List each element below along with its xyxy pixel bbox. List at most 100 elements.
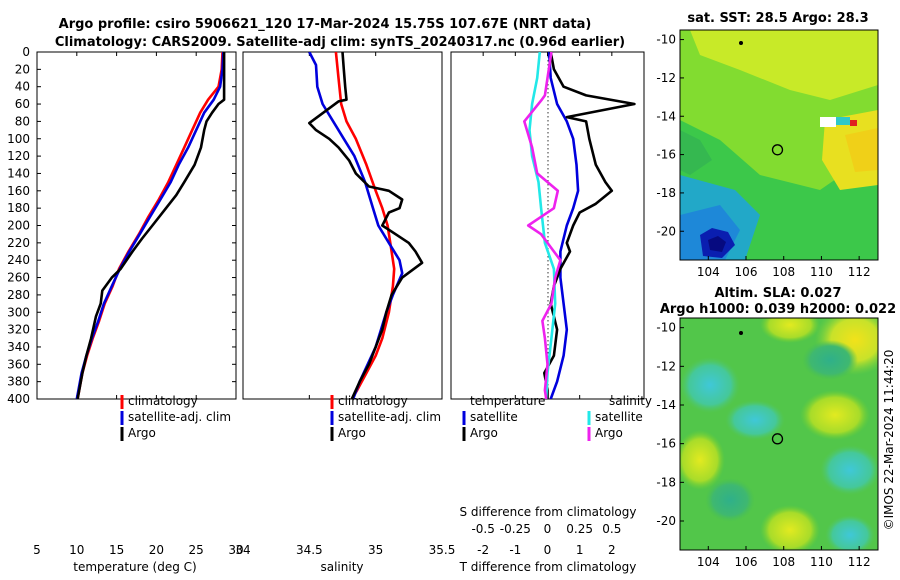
depth-tick-label: 200 [7,219,30,233]
salinity-tick-label: 34.5 [296,543,323,557]
lon-tick-label: 110 [810,265,833,279]
t-difference-tick-label: -2 [477,543,489,557]
sst-lat-axis: -10 -12 -14 -16 -18 -20 [656,33,684,238]
depth-tick-label: 280 [7,288,30,302]
salinity-tick-label: 35 [368,543,383,557]
series-line-temperature-argo [542,52,636,399]
depth-tick-label: 140 [7,166,30,180]
depth-tick-label: 60 [15,97,30,111]
temperature-tick-label: 30 [228,543,243,557]
sst-map: sat. SST: 28.5 Argo: 28.3 104 106 108 110 11… [656,11,879,279]
lon-tick-label: 106 [735,265,758,279]
sst-lon-axis: 104 106 108 110 112 [697,256,871,279]
depth-tick-label: 240 [7,253,30,267]
depth-tick-label: 40 [15,80,30,94]
lat-tick-label: -20 [656,514,676,528]
difference-series [522,52,636,399]
lat-tick-label: -14 [656,109,676,123]
t-difference-tick-label: -1 [509,543,521,557]
difference-panel: -2 -1 0 1 2 -0.5 -0.25 0 0.25 0.5 S difference f… [450,51,652,574]
series-line-salinity-argo [522,52,562,399]
depth-tick-label: 0 [22,45,30,59]
lat-tick-label: -18 [656,186,676,200]
lon-tick-label: 108 [772,265,795,279]
depth-tick-label: 220 [7,236,30,250]
legend-label-s-argo: Argo [595,426,623,440]
legend-label-satellite: satellite-adj. clim [128,410,231,424]
depth-tick-label: 400 [7,392,30,406]
legend-header-temperature: temperature [470,394,545,408]
lon-tick-label: 110 [810,555,833,569]
depth-tick-label: 180 [7,201,30,215]
salinity-legend: climatology satellite-adj. clim Argo [330,394,441,441]
sla-map-title-1: Altim. SLA: 0.027 [715,286,842,301]
difference-legend: temperature satellite Argo salinity sate… [462,394,652,441]
t-difference-tick-label: 1 [576,543,584,557]
series-line-salinity-satellite [528,52,557,399]
sla-field [680,318,878,550]
series-line-argo [76,52,226,399]
depth-tick-label: 300 [7,305,30,319]
salinity-tick-label: 35.5 [429,543,456,557]
s-difference-x-axis: -0.5 -0.25 0 0.25 0.5 [471,522,621,536]
salinity-panel: 34 34.5 35 35.5 salinity climatology satell… [235,51,455,574]
t-difference-x-axis: -2 -1 0 1 2 [477,52,616,557]
depth-tick-label: 160 [7,184,30,198]
lon-tick-label: 104 [697,555,720,569]
sst-map-title: sat. SST: 28.5 Argo: 28.3 [687,11,868,26]
legend-label-climatology: climatology [338,394,408,408]
lat-tick-label: -16 [656,437,676,451]
sst-field [680,30,878,260]
depth-tick-label: 20 [15,62,30,76]
lon-tick-label: 108 [772,555,795,569]
legend-label-argo: Argo [338,426,366,440]
lat-tick-label: -12 [656,71,676,85]
argo-location-marker [771,144,784,156]
temperature-panel: 0204060801001201401601802002202402602803… [7,45,644,574]
legend-header-salinity: salinity [609,394,652,408]
temperature-xlabel: temperature (deg C) [73,560,196,574]
series-line-argo [307,52,424,399]
legend-label-t-argo: Argo [470,426,498,440]
legend-label-t-satellite: satellite [470,410,518,424]
lat-tick-label: -16 [656,148,676,162]
temperature-tick-label: 20 [149,543,164,557]
difference-axes-frame [450,51,645,400]
title-line-1: Argo profile: csiro 5906621_120 17-Mar-2… [59,17,592,32]
sla-lon-axis: 104 106 108 110 112 [697,546,871,569]
title-line-2: Climatology: CARS2009. Satellite-adj cli… [55,35,625,50]
temperature-x-axis: 5 10 15 20 25 30 [33,52,244,557]
salinity-tick-label: 34 [235,543,250,557]
lat-tick-label: -14 [656,398,676,412]
sst-map-frame [679,29,879,261]
temperature-legend: climatology satellite-adj. clim Argo [120,394,231,441]
lat-tick-label: -12 [656,359,676,373]
depth-tick-label: 360 [7,357,30,371]
t-difference-tick-label: 2 [608,543,616,557]
salinity-x-axis: 34 34.5 35 35.5 [235,52,455,557]
s-difference-label: S difference from climatology [460,505,637,519]
temperature-tick-label: 5 [33,543,41,557]
t-difference-tick-label: 0 [544,543,552,557]
temperature-series [75,52,226,399]
s-difference-tick-label: -0.5 [471,522,494,536]
temperature-tick-label: 25 [189,543,204,557]
argo-location-marker [771,433,784,445]
imos-watermark: ©IMOS 22-Mar-2024 11:44:20 [882,350,896,531]
depth-tick-label: 100 [7,132,30,146]
salinity-xlabel: salinity [320,560,363,574]
series-line-climatology [334,52,396,399]
depth-tick-label: 120 [7,149,30,163]
sla-map-frame [679,317,879,551]
lon-tick-label: 104 [697,265,720,279]
t-difference-label: T difference from climatology [459,560,637,574]
legend-label-satellite: satellite-adj. clim [338,410,441,424]
depth-tick-label: 340 [7,340,30,354]
temperature-tick-label: 15 [109,543,124,557]
salinity-series [307,52,424,399]
depth-tick-label: 80 [15,114,30,128]
depth-tick-label: 320 [7,323,30,337]
sla-map: Altim. SLA: 0.027 Argo h1000: 0.039 h200… [656,286,896,569]
temperature-tick-label: 10 [69,543,84,557]
